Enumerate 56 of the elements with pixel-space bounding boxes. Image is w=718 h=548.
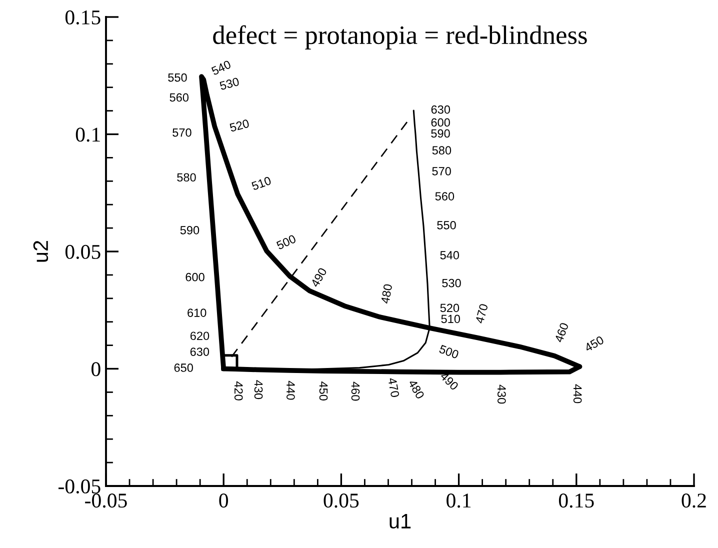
annotation: 550 bbox=[437, 220, 456, 230]
x-axis-title: u1 bbox=[390, 514, 411, 529]
annotation: 490 bbox=[440, 371, 459, 391]
annotation: 510 bbox=[441, 314, 460, 324]
annotation: 490 bbox=[310, 267, 328, 288]
annotation: 430 bbox=[254, 380, 263, 400]
x-tick-label: 0.1 bbox=[446, 494, 471, 508]
annotation: 570 bbox=[432, 167, 451, 176]
y-tick-label: 0.1 bbox=[76, 128, 100, 142]
annotation: 500 bbox=[438, 344, 460, 359]
x-tick-label: 0 bbox=[219, 494, 228, 508]
annotation: 600 bbox=[186, 272, 204, 282]
annotation: 440 bbox=[573, 384, 582, 404]
annotation: 480 bbox=[408, 378, 425, 400]
annotation: 480 bbox=[380, 284, 392, 304]
x-tick-label: -0.05 bbox=[85, 494, 127, 508]
annotation: 590 bbox=[431, 129, 450, 138]
annotation: 570 bbox=[172, 128, 192, 137]
annotation: 460 bbox=[554, 322, 569, 343]
x-tick-label: 0.05 bbox=[324, 494, 359, 508]
y-tick-label: -0.05 bbox=[58, 479, 100, 494]
annotation: 460 bbox=[351, 382, 360, 401]
annotation: 540 bbox=[210, 60, 232, 76]
y-axis-title: u2 bbox=[33, 240, 48, 262]
annotation: 630 bbox=[431, 105, 450, 114]
annotation: 550 bbox=[168, 73, 187, 82]
annotation: 420 bbox=[234, 381, 243, 400]
annotation: 600 bbox=[431, 118, 450, 127]
y-tick-label: 0 bbox=[92, 362, 100, 376]
y-tick-label: 0.15 bbox=[65, 10, 100, 25]
annotation: 500 bbox=[276, 234, 296, 250]
annotation: 610 bbox=[188, 308, 206, 317]
y-tick-label: 0.05 bbox=[65, 244, 100, 260]
annotation: 450 bbox=[584, 335, 604, 352]
annotation: 520 bbox=[440, 304, 460, 312]
annotation: 470 bbox=[388, 377, 400, 398]
annotation: 530 bbox=[442, 278, 461, 288]
annotation: 560 bbox=[170, 93, 189, 102]
annotation: 470 bbox=[475, 303, 488, 324]
annotation: 530 bbox=[219, 77, 240, 90]
annotation: 510 bbox=[251, 176, 272, 190]
annotation: 580 bbox=[432, 146, 452, 155]
annotation: 620 bbox=[190, 332, 210, 340]
annotation: 560 bbox=[435, 192, 454, 200]
annotation: 650 bbox=[174, 364, 193, 372]
annotation: 630 bbox=[190, 348, 210, 356]
annotation: 580 bbox=[177, 173, 196, 182]
chart-title: defect = protanopia = red-blindness bbox=[213, 25, 587, 50]
annotation: 450 bbox=[319, 382, 328, 400]
annotation: 520 bbox=[229, 119, 250, 132]
annotation: 590 bbox=[180, 226, 200, 234]
annotation: 440 bbox=[286, 380, 295, 400]
x-tick-label: 0.2 bbox=[682, 494, 706, 508]
annotation: 540 bbox=[440, 251, 460, 260]
annotation: 430 bbox=[497, 384, 506, 404]
x-tick-label: 0.15 bbox=[558, 494, 594, 508]
